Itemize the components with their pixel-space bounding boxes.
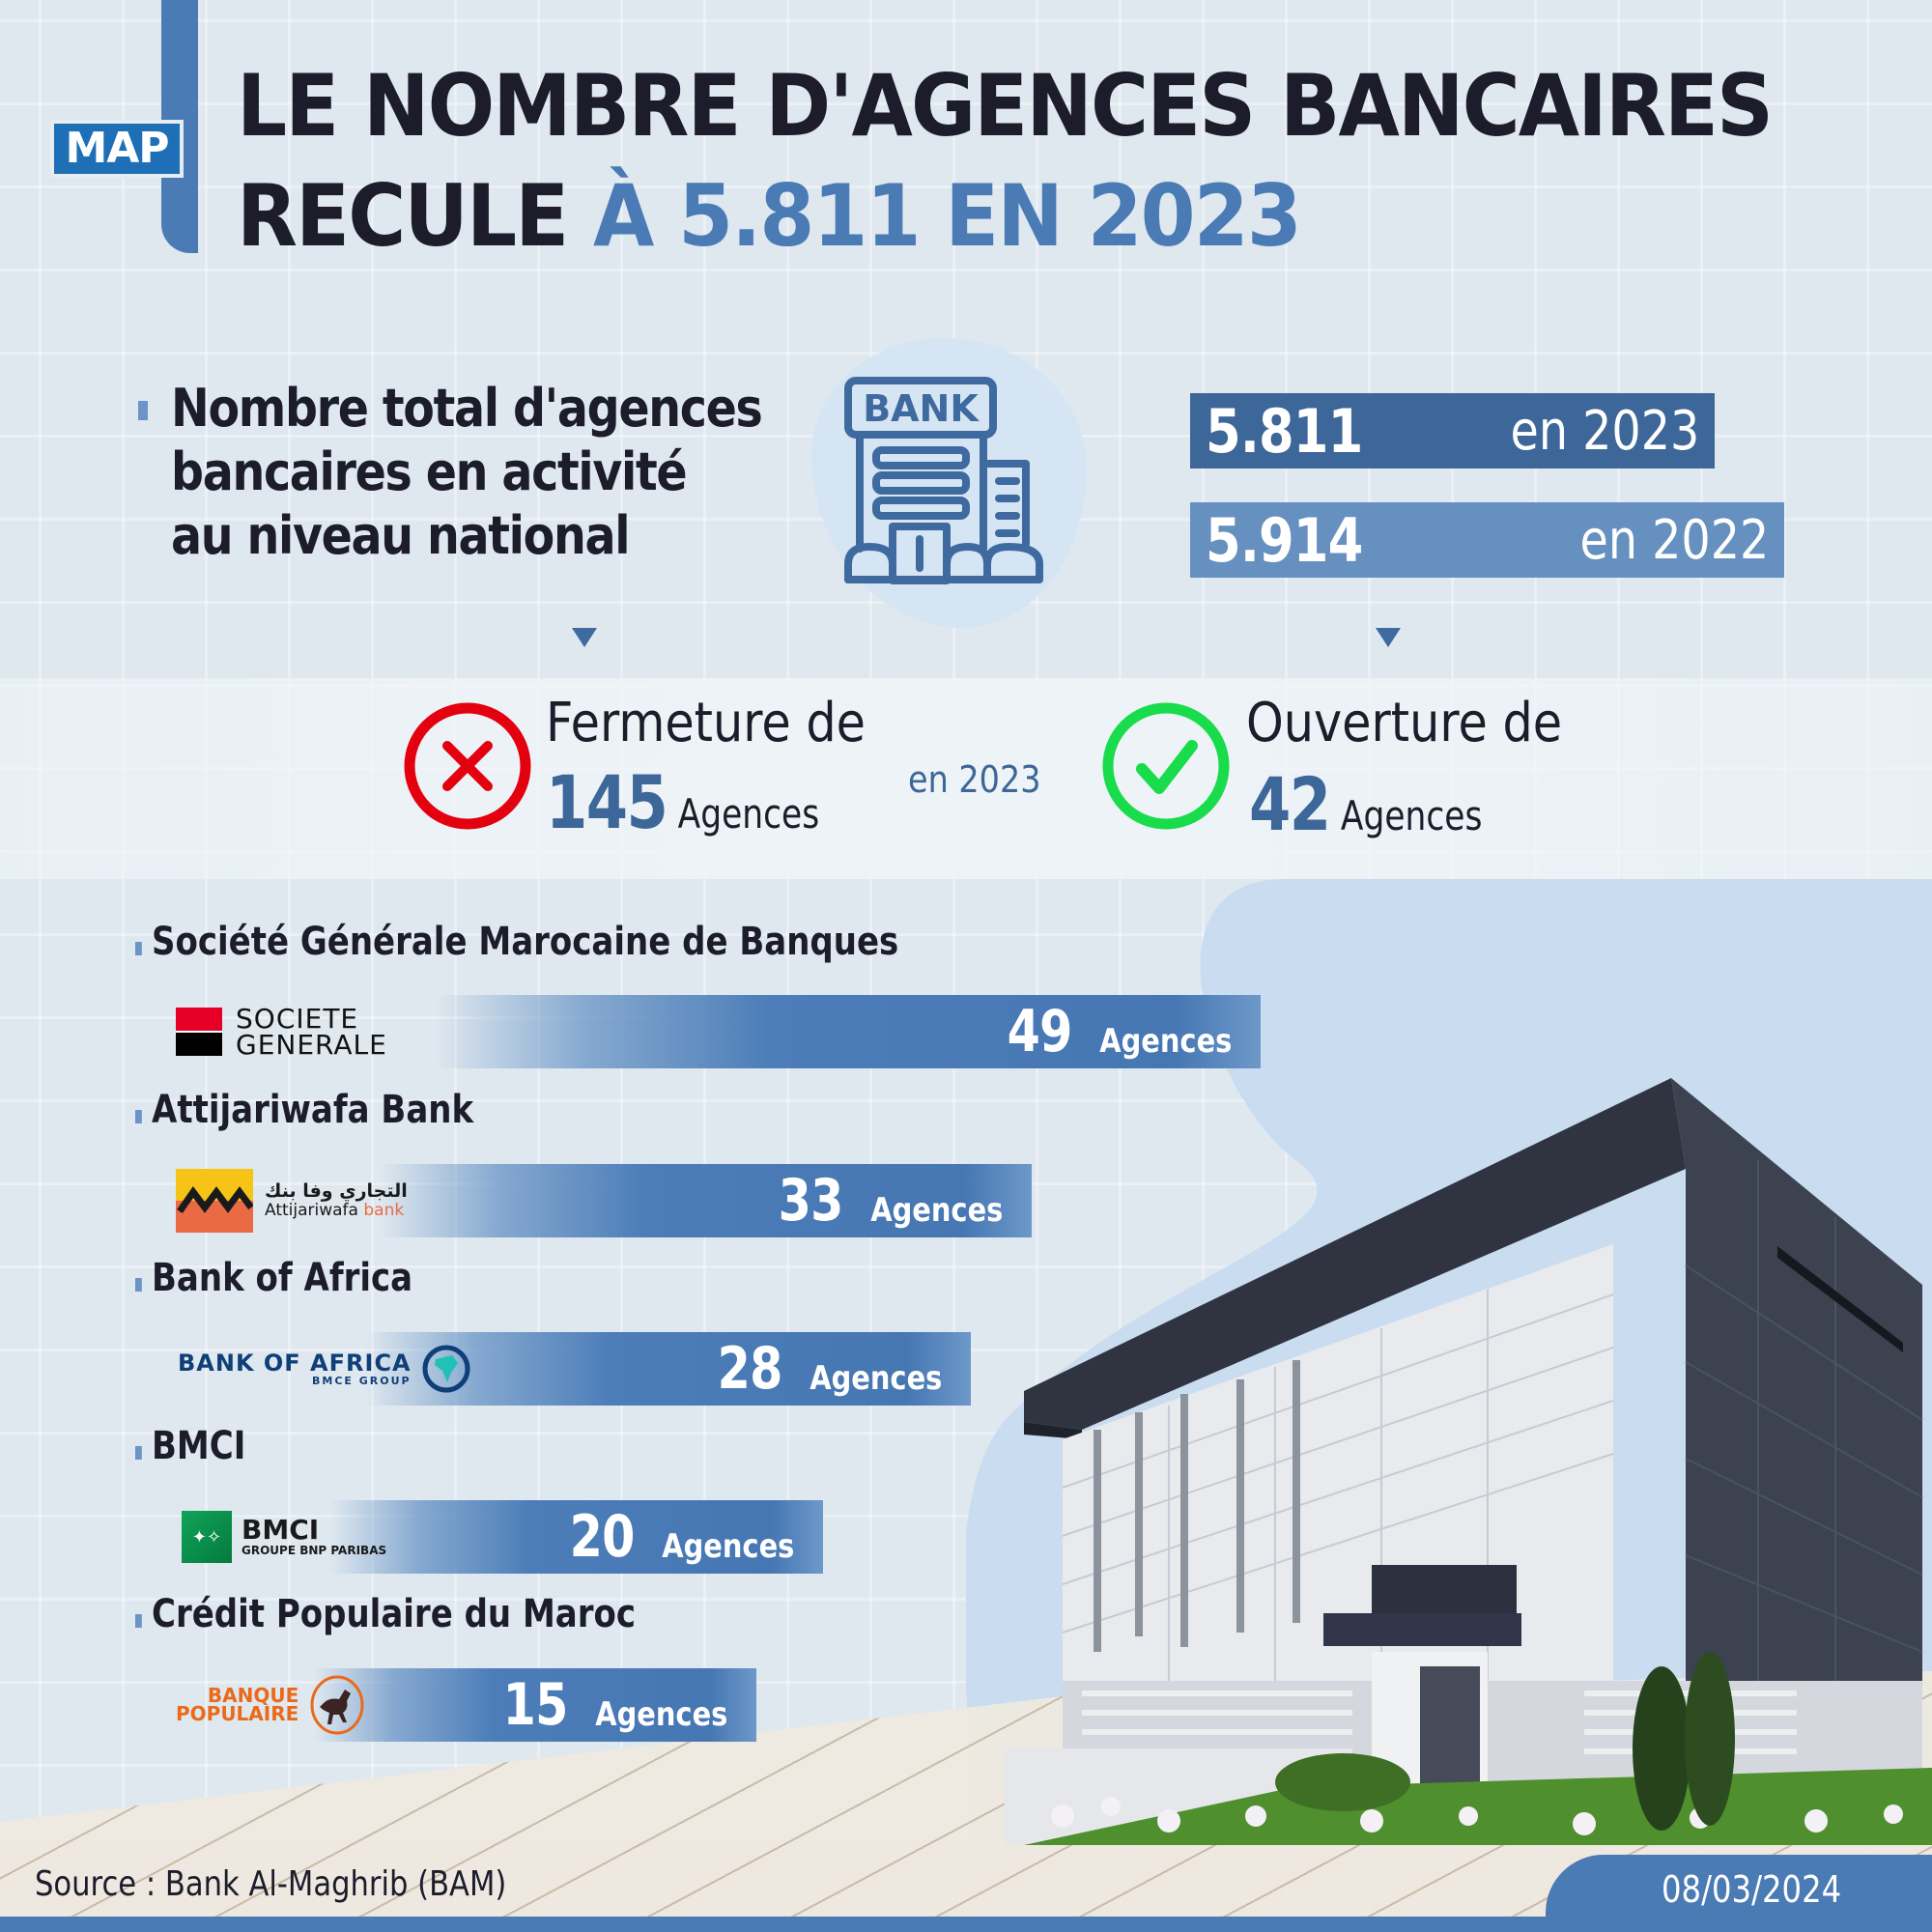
summary-line: bancaires en activité — [171, 441, 688, 502]
bullet-marker — [135, 1110, 142, 1123]
bank-building-photo — [1005, 1078, 1932, 1845]
bank-of-africa-logo: BANK OF AFRICA BMCE GROUP — [178, 1332, 471, 1406]
bank-bar-bmci: ✦✧ BMCI GROUPE BNP PARIBAS 20 Agences — [174, 1500, 823, 1574]
bmci-logo-text: BMCI GROUPE BNP PARIBAS — [242, 1514, 387, 1558]
summary-line: au niveau national — [171, 505, 631, 566]
map-logo: MAP — [50, 120, 184, 178]
boa-logo-text: BANK OF AFRICA BMCE GROUP — [178, 1350, 412, 1387]
bank-label-bank-of-africa: Bank of Africa — [135, 1256, 412, 1300]
bank-name: Crédit Populaire du Maroc — [152, 1592, 637, 1636]
bank-bar-societe-generale: SOCIETE GENERALE 49 Agences — [174, 995, 1261, 1068]
svg-text:BANK: BANK — [863, 387, 980, 430]
societe-generale-logo: SOCIETE GENERALE — [176, 995, 387, 1068]
bullet-marker — [135, 942, 142, 955]
openings-number: 42 — [1249, 761, 1331, 847]
page-title-line2: RECULE À 5.811 EN 2023 — [237, 166, 1302, 266]
arrow-down-icon — [572, 628, 597, 647]
bottom-accent-strip — [0, 1917, 1932, 1932]
bank-name: BMCI — [152, 1424, 246, 1468]
bank-agency-count: 33 Agences — [778, 1167, 1003, 1235]
closures-value: 145 Agences — [546, 759, 819, 845]
bank-name: Bank of Africa — [152, 1256, 413, 1300]
title-dark-part: RECULE — [237, 166, 569, 266]
sg-logo-mark — [176, 1008, 222, 1056]
bmci-logo: ✦✧ BMCI GROUPE BNP PARIBAS — [182, 1500, 386, 1574]
bank-agency-count: 49 Agences — [1007, 998, 1232, 1065]
attijariwafa-logo: التجاري وفا بنك Attijariwafa bank — [176, 1164, 408, 1237]
openings-label: Ouverture de — [1246, 692, 1563, 754]
bullet-marker — [135, 1614, 142, 1628]
year-total-2023: 5.811 en 2023 — [1190, 393, 1715, 469]
title-accent-part: À 5.811 EN 2023 — [592, 166, 1302, 266]
bank-label-bmci: BMCI — [135, 1424, 245, 1468]
bp-logo-text: BANQUE POPULAIRE — [176, 1684, 299, 1725]
changes-year: en 2023 — [908, 758, 1041, 801]
check-circle-icon — [1102, 702, 1230, 830]
summary-description: Nombre total d'agences bancaires en acti… — [171, 377, 763, 568]
total-year-label: en 2022 — [1579, 508, 1769, 572]
close-circle-icon — [404, 702, 531, 830]
bullet-marker — [135, 1278, 142, 1292]
changes-band — [0, 678, 1932, 879]
total-year-label: en 2023 — [1510, 399, 1699, 463]
bank-bar-attijariwafa: التجاري وفا بنك Attijariwafa bank 33 Agen… — [174, 1164, 1032, 1237]
bank-bar-credit-populaire: BANQUE POPULAIRE 15 Agences — [174, 1668, 756, 1742]
banque-populaire-logo: BANQUE POPULAIRE — [176, 1668, 366, 1742]
bar-fill — [174, 1500, 823, 1574]
closures-unit: Agences — [677, 790, 820, 838]
attijariwafa-logo-mark — [176, 1169, 253, 1233]
bar-fill — [174, 995, 1261, 1068]
bank-name: Société Générale Marocaine de Banques — [152, 920, 899, 964]
bank-label-societe-generale: Société Générale Marocaine de Banques — [135, 920, 898, 964]
bar-fill — [174, 1668, 756, 1742]
sg-logo-text: SOCIETE GENERALE — [236, 1003, 387, 1061]
bullet-marker — [138, 401, 148, 420]
bmci-stars-icon: ✦✧ — [182, 1511, 232, 1563]
bank-building-icon: BANK — [844, 377, 1043, 584]
bank-agency-count: 20 Agences — [569, 1503, 794, 1571]
arrow-down-icon — [1376, 628, 1401, 647]
bank-agency-count: 15 Agences — [502, 1671, 727, 1739]
openings-value: 42 Agences — [1249, 761, 1482, 847]
boa-logo-mark — [422, 1345, 470, 1393]
bank-bar-bank-of-africa: BANK OF AFRICA BMCE GROUP 28 Agences — [174, 1332, 971, 1406]
year-total-2022: 5.914 en 2022 — [1190, 502, 1784, 578]
bank-label-credit-populaire: Crédit Populaire du Maroc — [135, 1592, 636, 1636]
attijariwafa-logo-text: التجاري وفا بنك Attijariwafa bank — [265, 1180, 408, 1220]
total-value: 5.811 — [1206, 395, 1363, 467]
closures-label: Fermeture de — [546, 692, 867, 754]
horse-icon — [310, 1675, 364, 1735]
bank-label-attijariwafa: Attijariwafa Bank — [135, 1088, 473, 1132]
bullet-marker — [135, 1446, 142, 1460]
source-note: Source : Bank Al-Maghrib (BAM) — [35, 1864, 507, 1904]
bank-agency-count: 28 Agences — [717, 1335, 942, 1403]
openings-unit: Agences — [1340, 792, 1483, 839]
closures-number: 145 — [546, 759, 668, 845]
publication-date: 08/03/2024 — [1662, 1868, 1842, 1911]
total-value: 5.914 — [1206, 504, 1363, 576]
bank-name: Attijariwafa Bank — [152, 1088, 474, 1132]
page-title-line1: LE NOMBRE D'AGENCES BANCAIRES — [237, 56, 1774, 156]
bar-fill — [174, 1332, 971, 1406]
summary-line: Nombre total d'agences — [171, 378, 763, 439]
bar-fill — [174, 1164, 1032, 1237]
